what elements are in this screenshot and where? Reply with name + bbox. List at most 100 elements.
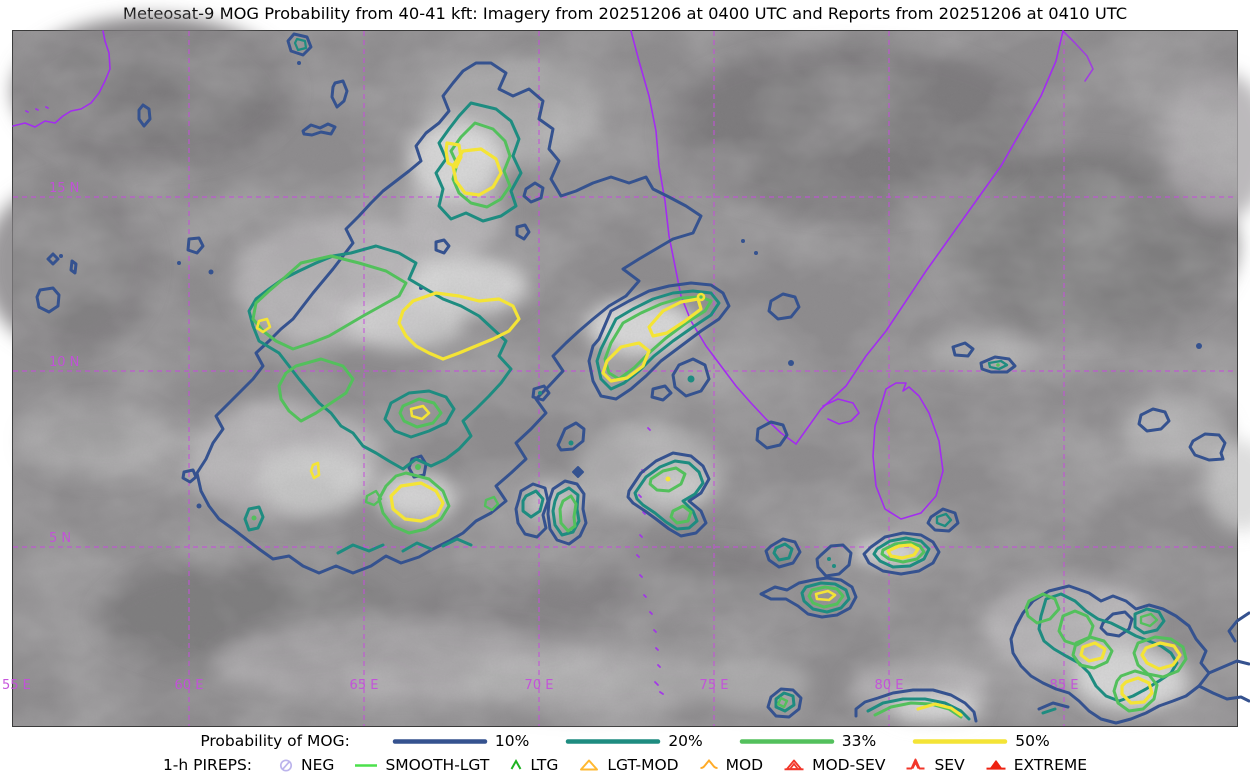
contour-line xyxy=(397,291,521,361)
contour-line xyxy=(1132,635,1188,679)
contour-line xyxy=(987,359,1009,371)
contour-line xyxy=(862,531,941,576)
contour-line xyxy=(687,375,695,383)
pireps-legend-label: 1-h PIREPS: xyxy=(162,756,253,774)
contour-line xyxy=(873,701,963,719)
legend-item-label: 10% xyxy=(494,732,530,750)
legend-item-label: LTG xyxy=(530,756,559,774)
probability-legend: Probability of MOG: 10% 20% 33% 50% xyxy=(0,732,1250,750)
contour-line xyxy=(587,281,731,401)
contour-line xyxy=(754,251,758,255)
contour-line xyxy=(1140,641,1182,671)
legend-item-label: SMOOTH-LGT xyxy=(385,756,490,774)
contour-line xyxy=(772,542,794,562)
contour-line xyxy=(521,489,545,519)
prob-33-line-swatch xyxy=(739,738,835,744)
coastline-layer xyxy=(12,30,1094,695)
contour-line xyxy=(1139,612,1159,628)
legend-item-prob-10: 10% xyxy=(392,732,529,750)
contour-line xyxy=(35,286,61,314)
contour-line xyxy=(1133,607,1166,635)
legend-item-sev: SEV xyxy=(905,756,965,774)
contour-line xyxy=(996,363,1000,367)
contour-line xyxy=(409,404,431,421)
contour-line xyxy=(1037,701,1070,711)
contour-line xyxy=(1079,641,1107,663)
coastline-palk-strait xyxy=(822,398,860,425)
contour-line xyxy=(383,389,456,439)
coastline-arabia xyxy=(12,30,111,128)
coastline-india-east xyxy=(795,30,1064,445)
contour-line xyxy=(558,494,578,533)
smooth-lgt-icon xyxy=(355,764,378,767)
contour-line xyxy=(59,254,63,258)
legend-item-mod-sev: MOD-SEV xyxy=(783,756,885,774)
map-panel: 15 N 10 N 5 N 55 E 60 E 65 E 70 E 75 E 8… xyxy=(0,16,1250,727)
contour-line xyxy=(572,466,584,478)
contour-line xyxy=(177,261,181,265)
legend-item-label: 33% xyxy=(841,732,877,750)
mod-sev-icon xyxy=(784,759,804,771)
contour-line xyxy=(1041,707,1057,715)
contour-line xyxy=(1009,584,1211,725)
contour-line xyxy=(886,543,920,560)
contour-line xyxy=(759,576,858,619)
contour-line xyxy=(1024,592,1061,625)
legend-item-label: NEG xyxy=(301,756,335,774)
legend-item-lgt-mod: LGT-MOD xyxy=(578,756,679,774)
contour-line xyxy=(601,341,651,383)
contour-line xyxy=(696,292,706,302)
contour-line xyxy=(764,537,802,569)
contour-line xyxy=(434,238,451,255)
contour-line xyxy=(556,421,586,452)
mod-icon xyxy=(700,758,718,769)
contour-line xyxy=(330,79,349,109)
graticule-gridlines xyxy=(13,31,1237,726)
page-title: Meteosat-9 MOG Probability from 40-41 kf… xyxy=(122,4,1128,23)
prob-50-line-swatch xyxy=(912,738,1008,744)
contour-line xyxy=(1197,684,1250,703)
legend-item-label: MOD xyxy=(725,756,764,774)
contour-line xyxy=(568,440,574,446)
contour-line xyxy=(538,391,542,395)
ltg-icon xyxy=(510,758,522,770)
legend-item-label: MOD-SEV xyxy=(812,756,886,774)
contour-line xyxy=(551,486,581,537)
legend-item-prob-50: 50% xyxy=(912,732,1050,750)
contour-line xyxy=(1037,592,1179,703)
legend-item-label: 50% xyxy=(1015,732,1050,750)
contour-line xyxy=(814,589,837,602)
contour-line xyxy=(208,269,214,275)
contour-line xyxy=(389,481,445,523)
contour-line xyxy=(776,696,789,709)
contour-line xyxy=(277,357,355,423)
contour-line xyxy=(196,503,202,509)
contour-line xyxy=(195,61,703,575)
contour-line xyxy=(1207,659,1250,675)
contour-line xyxy=(633,459,705,531)
legend-item-ltg: LTG xyxy=(509,756,558,774)
contour-line xyxy=(669,504,693,525)
contour-line xyxy=(398,397,443,429)
contour-line xyxy=(755,420,789,450)
contour-line xyxy=(531,384,551,402)
contour-line xyxy=(515,223,531,241)
lat-label-15n: 15 N xyxy=(49,181,79,196)
contour-line xyxy=(603,295,713,381)
contour-line xyxy=(872,536,931,569)
prob-20-line-swatch xyxy=(566,738,661,744)
contour-line xyxy=(832,564,836,568)
contour-line xyxy=(69,259,78,275)
contour-line xyxy=(665,476,671,482)
contour-line xyxy=(546,479,588,546)
contour-line xyxy=(293,37,308,52)
coastline-sri-lanka xyxy=(872,382,944,520)
contour-line xyxy=(415,464,421,470)
contour-line xyxy=(186,236,205,255)
lon-label-65e: 65 E xyxy=(350,678,379,693)
lon-label-80e: 80 E xyxy=(875,678,904,693)
contour-line xyxy=(483,495,500,512)
coastline-top-right xyxy=(1062,30,1094,82)
contour-line xyxy=(671,357,711,398)
pireps-legend: 1-h PIREPS: NEG SMOOTH-LGT LTG LGT-MOD M… xyxy=(0,756,1250,774)
